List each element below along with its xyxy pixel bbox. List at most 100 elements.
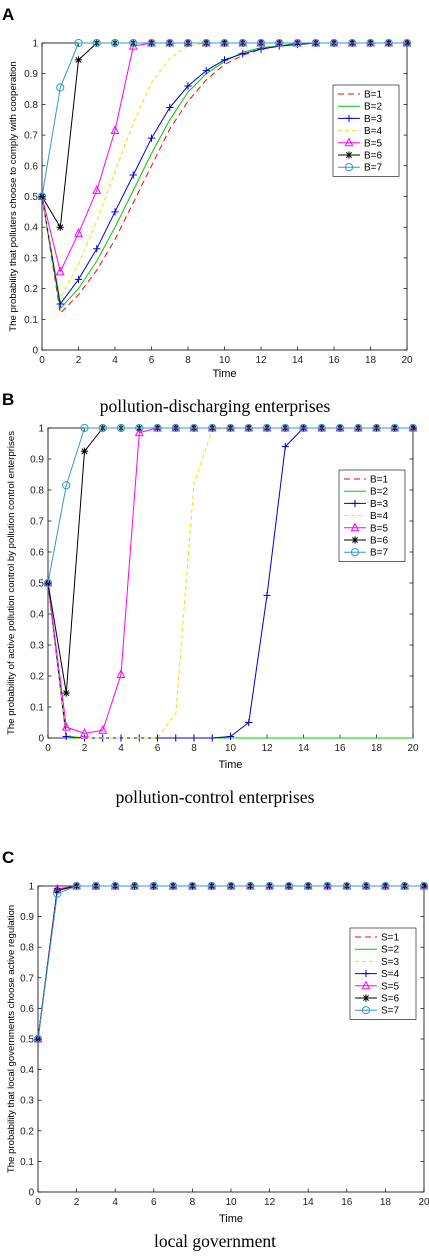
legend-entry: B=2: [370, 487, 389, 498]
x-tick-label: 14: [298, 743, 310, 754]
y-axis-label: The probability that local governments c…: [6, 905, 17, 1173]
y-tick-label: 0.9: [20, 912, 34, 923]
data-point-b-7: [299, 424, 308, 433]
y-tick-label: 0.5: [24, 192, 38, 203]
y-tick-label: 0.7: [30, 517, 44, 528]
x-tick-label: 4: [112, 1197, 118, 1208]
y-tick-label: 0: [38, 734, 44, 745]
data-point-b-3: [226, 732, 235, 741]
y-axis-label: The probability of active pollution cont…: [6, 431, 17, 735]
legend-entry: B=1: [370, 475, 389, 486]
data-point-b-7: [171, 424, 180, 433]
legend-entry: B=4: [370, 511, 389, 522]
y-tick-label: 0.6: [30, 548, 44, 559]
legend: B=1B=2B=3B=4B=5 B=6B=7: [338, 469, 406, 562]
data-point-b-3: [281, 443, 289, 451]
data-point-b-3: [56, 300, 64, 308]
y-tick-label: 1: [32, 39, 38, 50]
data-point-b-7: [165, 39, 174, 48]
x-tick-label: 6: [149, 355, 155, 366]
data-point-s-7: [130, 882, 139, 891]
legend-entry: S=3: [381, 957, 400, 968]
data-point-b-7: [116, 424, 126, 433]
x-tick-label: 4: [118, 743, 124, 754]
data-point-b-3: [166, 103, 174, 112]
y-tick-label: 0.8: [30, 486, 44, 497]
y-tick-label: 0.5: [20, 1035, 34, 1046]
data-point-b-7: [220, 39, 229, 48]
data-point-b-7: [311, 39, 320, 48]
data-point-s-7: [304, 882, 313, 891]
legend-entry: S=6: [381, 994, 400, 1005]
x-tick-label: 0: [45, 743, 51, 754]
data-point-b-7: [354, 424, 363, 433]
panel-caption: pollution-control enterprises: [116, 787, 315, 807]
y-tick-label: 0.8: [24, 100, 38, 111]
x-tick-label: 12: [255, 355, 267, 366]
data-point-b-7: [408, 424, 417, 433]
data-point-s-7: [419, 882, 428, 891]
x-tick-label: 12: [264, 1197, 276, 1208]
data-point-b-3: [220, 56, 229, 64]
data-point-b-3: [245, 718, 253, 727]
y-tick-label: 0.4: [24, 223, 38, 234]
legend-marker: [361, 1006, 371, 1015]
x-tick-label: 2: [76, 355, 82, 366]
y-tick-label: 0.9: [30, 455, 44, 466]
y-tick-label: 0: [32, 346, 38, 357]
y-tick-label: 0.8: [20, 943, 34, 954]
data-point-b-7: [226, 424, 235, 433]
y-tick-label: 0.2: [24, 284, 38, 295]
y-tick-label: 0.1: [24, 315, 38, 326]
data-point-b-3: [153, 734, 162, 742]
y-tick-label: 0.2: [30, 672, 44, 683]
legend-entry: B=4: [364, 126, 383, 137]
y-tick-label: 0: [28, 1188, 34, 1199]
legend-entry: B=7: [370, 548, 389, 559]
data-point-b-7: [348, 39, 357, 48]
y-tick-label: 0.4: [30, 610, 44, 621]
data-point-s-7: [265, 882, 274, 891]
y-tick-label: 0.3: [30, 641, 44, 652]
x-axis-label: Time: [219, 1213, 243, 1225]
panel-letter: A: [2, 5, 14, 24]
x-tick-label: 4: [112, 355, 118, 366]
data-point-b-3: [93, 245, 101, 253]
data-point-s-7: [400, 882, 409, 891]
series-group: [34, 882, 428, 1044]
legend-entry: B=7: [364, 163, 383, 174]
x-tick-label: 10: [219, 355, 231, 366]
legend-entry: S=7: [381, 1006, 400, 1017]
x-tick-label: 14: [303, 1197, 315, 1208]
data-point-b-7: [153, 424, 162, 433]
y-tick-label: 0.1: [30, 703, 44, 714]
data-point-s-7: [381, 882, 390, 891]
legend: B=1B=2B=3B=4B=5 B=6B=7: [332, 84, 400, 177]
data-point-b-7: [293, 39, 302, 48]
data-point-s-7: [207, 882, 216, 891]
x-tick-label: 20: [418, 1197, 429, 1208]
data-point-b-7: [44, 578, 53, 588]
legend-marker: [344, 137, 354, 147]
data-point-b-7: [80, 424, 89, 433]
x-tick-label: 0: [39, 355, 45, 366]
y-tick-label: 0.3: [24, 253, 38, 264]
data-point-b-7: [147, 39, 156, 48]
y-tick-label: 0.9: [24, 69, 38, 80]
data-point-b-7: [38, 192, 47, 201]
data-point-b-7: [208, 424, 217, 433]
data-point-s-6: [53, 886, 61, 895]
series-line-b-7: [41, 42, 407, 197]
data-point-b-5: [110, 125, 120, 134]
data-point-s-7: [53, 889, 62, 898]
data-point-b-7: [281, 424, 290, 433]
data-point-s-7: [226, 882, 236, 891]
panel-c: C 0 2 4 6 8 10 12 14 16 18 20 0 0.1 0.2 0.3 0.4 0.5 0.6 0.7…: [2, 848, 429, 1251]
data-point-b-7: [335, 424, 345, 433]
legend-entry: S=2: [381, 945, 400, 956]
data-point-b-7: [129, 39, 138, 48]
legend-box: [338, 469, 406, 562]
legend-marker: [350, 548, 360, 557]
y-tick-label: 0.4: [20, 1065, 34, 1076]
legend-marker: [350, 522, 360, 532]
